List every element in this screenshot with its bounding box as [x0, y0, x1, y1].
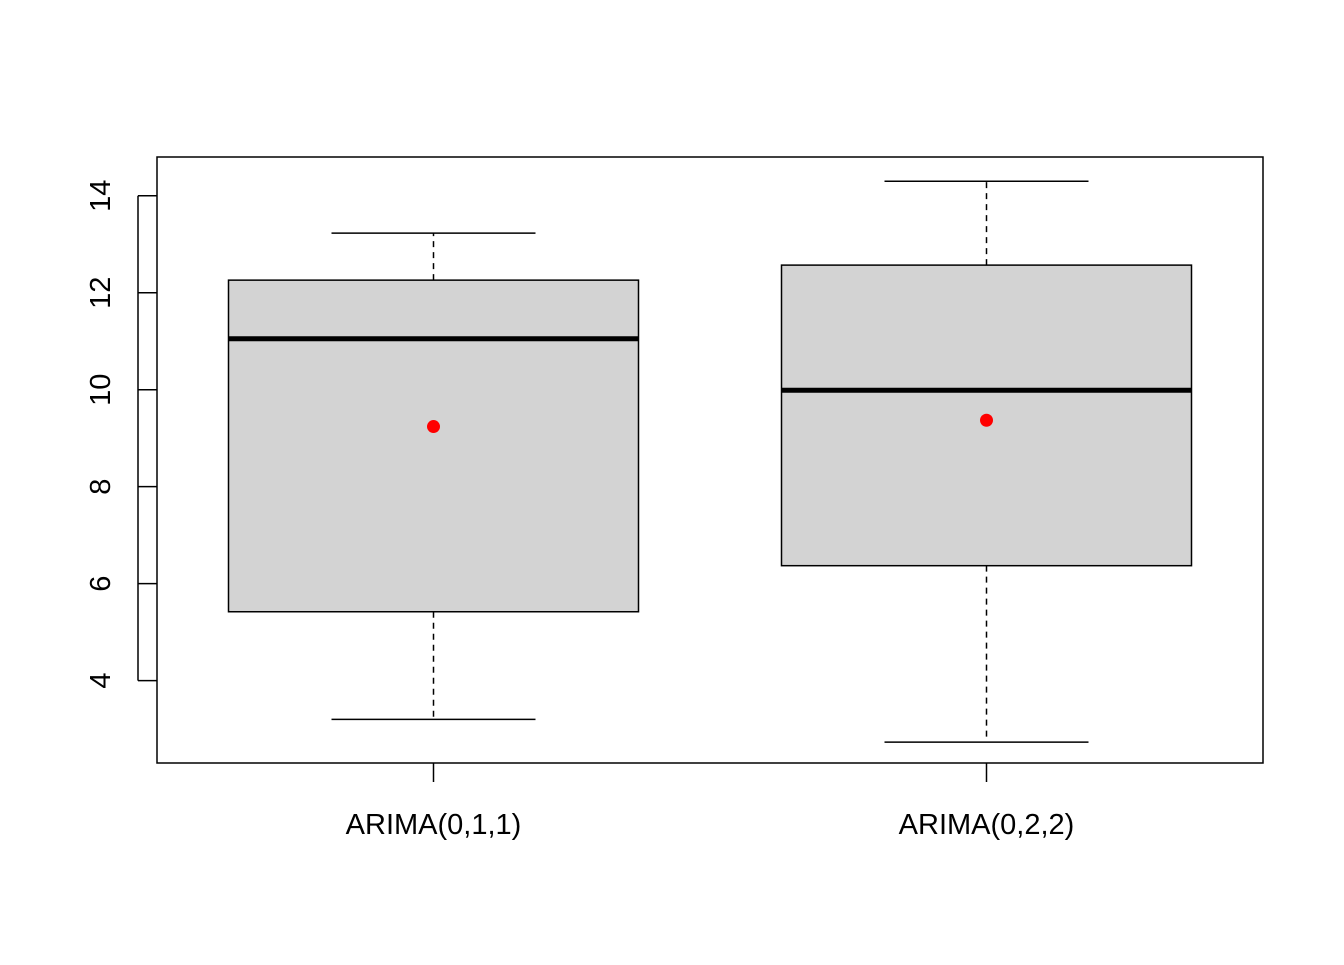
mean-point	[980, 413, 993, 427]
x-tick-label: ARIMA(0,1,1)	[346, 809, 522, 841]
x-tick-label: ARIMA(0,2,2)	[899, 809, 1075, 841]
iqr-box	[227, 279, 640, 613]
y-tick-label: 14	[85, 180, 117, 212]
box-group	[227, 232, 640, 721]
mean-point	[427, 420, 440, 434]
y-tick-label: 10	[85, 374, 117, 406]
y-tick-label: 4	[85, 673, 117, 689]
box-group	[780, 180, 1193, 743]
y-tick-label: 12	[85, 277, 117, 309]
y-tick-label: 8	[85, 479, 117, 495]
plot-frame	[156, 156, 1264, 764]
y-tick-label: 6	[85, 576, 117, 592]
